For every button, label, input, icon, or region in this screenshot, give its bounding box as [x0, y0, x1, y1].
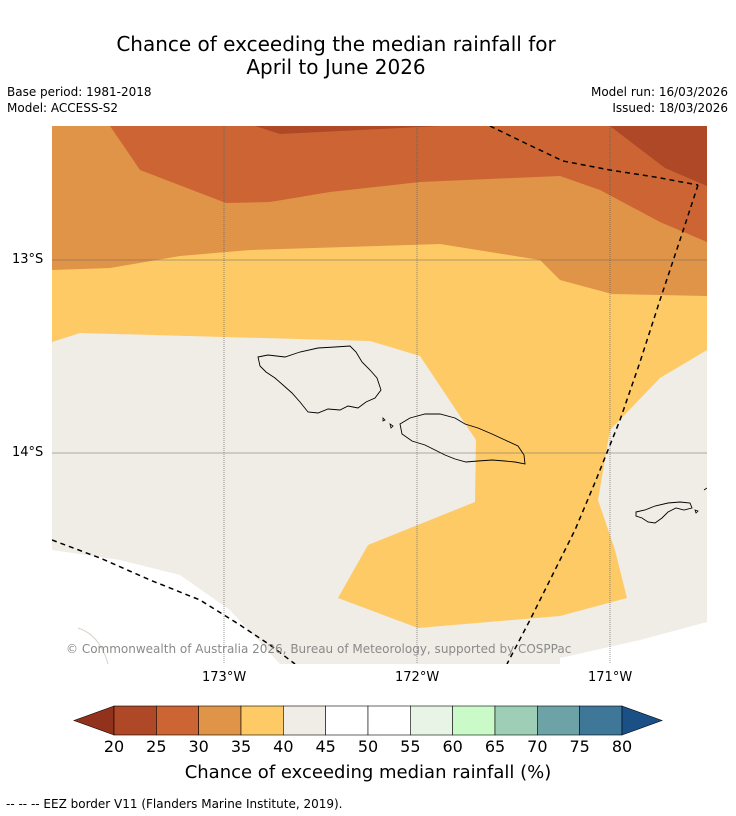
- colorbar: [73, 705, 663, 736]
- lon-tick-172w: 172°W: [395, 670, 440, 685]
- colorbar-tick-label: 50: [357, 737, 379, 756]
- colorbar-tick-label: 55: [400, 737, 421, 756]
- colorbar-segment: [113, 705, 157, 736]
- colorbar-segment: [410, 705, 453, 736]
- island-aunuu: [694, 509, 699, 514]
- chart-title-line2: April to June 2026: [246, 55, 426, 79]
- colorbar-tick-label: 40: [273, 737, 294, 756]
- lat-tick-14s: 14°S: [12, 445, 44, 460]
- island-apolima: [382, 417, 386, 422]
- island-tutuila: [635, 501, 693, 524]
- colorbar-segment: [579, 705, 623, 736]
- region-45-55-se: [560, 622, 707, 664]
- eez-border-east: [506, 184, 699, 664]
- lon-tick-173w: 173°W: [202, 670, 247, 685]
- issued-date: Issued: 18/03/2026: [612, 101, 728, 115]
- region-25-30: [110, 126, 707, 242]
- colorbar-tick-label: 25: [146, 737, 167, 756]
- contour-line: [77, 627, 109, 664]
- colorbar-segment: [325, 705, 369, 736]
- base-period: Base period: 1981-2018: [7, 85, 152, 99]
- lon-tick-171w: 171°W: [588, 670, 633, 685]
- colorbar-segment: [452, 705, 496, 736]
- colorbar-under-triangle: [73, 705, 115, 736]
- colorbar-segment: [367, 705, 411, 736]
- colorbar-tick-label: 75: [569, 737, 590, 756]
- colorbar-over-triangle: [621, 705, 663, 736]
- island-savaii: [257, 345, 382, 414]
- island-upolu: [399, 413, 526, 465]
- colorbar-segment: [537, 705, 580, 736]
- colorbar-tick-label: 35: [230, 737, 252, 756]
- chart-title-line1: Chance of exceeding the median rainfall …: [116, 32, 556, 56]
- copyright-notice: © Commonwealth of Australia 2026, Bureau…: [66, 642, 572, 656]
- colorbar-segment: [283, 705, 326, 736]
- colorbar-tick-label: 45: [315, 737, 336, 756]
- region-20-25: [255, 126, 707, 186]
- island-manono: [389, 423, 394, 429]
- colorbar-tick-label: 60: [442, 737, 463, 756]
- colorbar-segment: [240, 705, 284, 736]
- eez-border-north: [489, 126, 699, 186]
- map-area: [52, 126, 707, 664]
- colorbar-tick-label: 70: [527, 737, 548, 756]
- colorbar-tick-label: 80: [611, 737, 633, 756]
- colorbar-tick-label: 30: [188, 737, 209, 756]
- model-run-date: Model run: 16/03/2026: [590, 85, 728, 99]
- model-name: Model: ACCESS-S2: [7, 101, 119, 115]
- colorbar-segment: [494, 705, 538, 736]
- colorbar-tick-label: 20: [103, 737, 125, 756]
- colorbar-segment: [156, 705, 199, 736]
- colorbar-segments: [73, 705, 663, 736]
- eez-legend-note: -- -- -- EEZ border V11 (Flanders Marine…: [6, 797, 343, 811]
- colorbar-tick-label: 65: [484, 737, 506, 756]
- colorbar-segment: [198, 705, 242, 736]
- region-45-55-sw: [52, 550, 280, 664]
- island-swains-edge: [703, 487, 707, 491]
- colorbar-title: Chance of exceeding median rainfall (%): [184, 762, 552, 783]
- lat-tick-13s: 13°S: [12, 252, 44, 267]
